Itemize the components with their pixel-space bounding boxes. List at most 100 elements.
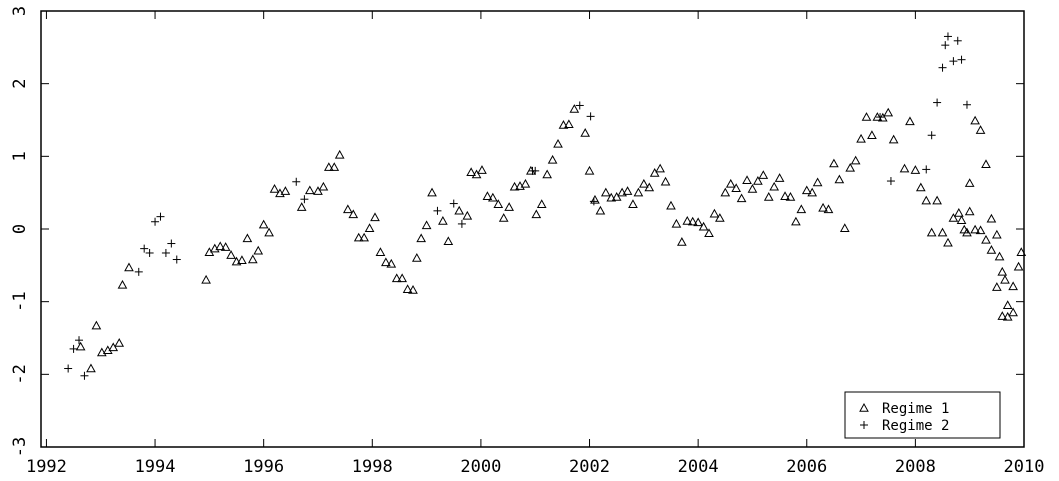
regime-2-point [145, 248, 154, 257]
regime-1-point [975, 225, 986, 235]
regime-1-point [867, 130, 877, 139]
regime-1-point [498, 213, 509, 222]
regime-2-point [64, 364, 73, 373]
x-tick-label: 2006 [786, 457, 827, 477]
series-1 [75, 104, 1027, 373]
regime-1-point [1000, 274, 1010, 284]
regime-1-point [569, 104, 580, 113]
regime-1-point [731, 183, 742, 193]
regime-1-point [391, 273, 402, 283]
regime-1-point [108, 342, 119, 352]
regime-2-point [943, 32, 952, 41]
regime-1-point [381, 257, 391, 267]
regime-1-point [600, 187, 611, 197]
x-tick-label: 2002 [569, 457, 610, 477]
regime-1-point [1013, 261, 1024, 271]
regime-1-point [226, 250, 236, 259]
x-tick-label: 2004 [678, 457, 719, 477]
x-tick-label: 1992 [26, 457, 67, 477]
regime-1-point [715, 213, 725, 222]
regime-2-point [933, 98, 942, 107]
regime-2-point [134, 267, 143, 276]
regime-1-point [693, 217, 703, 227]
regime-2-point [449, 199, 458, 208]
regime-1-point [769, 181, 780, 191]
regime-1-point [801, 185, 812, 195]
regime-1-point [547, 154, 558, 164]
regime-1-point [397, 273, 408, 283]
regime-2-point [140, 244, 149, 253]
regime-1-point [471, 169, 482, 179]
regime-2-point [941, 41, 950, 50]
regime-1-point [536, 199, 547, 208]
regime-1-point [611, 191, 622, 201]
regime-1-point [753, 176, 763, 185]
regime-1-point [443, 236, 454, 246]
regime-1-point [986, 213, 997, 223]
regime-1-point [421, 220, 432, 230]
regime-2-point [433, 206, 442, 215]
regime-2-point [586, 112, 595, 121]
y-tick-label: 3 [10, 6, 30, 16]
regime-1-point [427, 187, 437, 197]
regime-1-point [75, 341, 86, 351]
regime-1-point [558, 120, 569, 129]
regime-1-point [975, 125, 986, 134]
regime-2-point [876, 113, 885, 122]
regime-1-point [829, 158, 839, 168]
regime-1-point [791, 216, 801, 226]
regime-1-point [725, 178, 736, 188]
legend-box [844, 391, 1001, 439]
regime-1-point [742, 175, 752, 185]
regime-1-point [948, 213, 959, 222]
regime-1-point [1016, 247, 1027, 256]
regime-1-point [981, 159, 991, 169]
regime-1-point [671, 218, 682, 228]
regime-2-point [156, 212, 165, 221]
regime-1-point [720, 187, 731, 197]
regime-1-point [348, 209, 359, 219]
regime-1-point [758, 170, 769, 179]
regime-1-point [342, 204, 353, 214]
regime-2-point [69, 344, 78, 353]
regime-1-point [253, 245, 264, 255]
regime-1-point [1008, 307, 1018, 317]
regime-1-point [991, 282, 1002, 291]
regime-1-point [970, 224, 980, 234]
regime-1-point [943, 237, 953, 247]
legend-marker-2 [860, 421, 868, 429]
regime-1-point [280, 186, 291, 195]
regime-1-point [839, 223, 850, 232]
regime-1-point [956, 215, 967, 224]
y-tick-label: -2 [10, 364, 30, 384]
regime-1-point [796, 204, 807, 214]
regime-1-point [542, 169, 553, 179]
regime-1-point [997, 311, 1008, 320]
regime-1-point [905, 116, 915, 126]
regime-1-point [86, 363, 96, 373]
regime-1-point [258, 219, 269, 229]
regime-1-point [215, 241, 226, 251]
regime-1-point [649, 168, 660, 177]
regime-2-point [957, 55, 966, 64]
regime-2-point [938, 63, 947, 72]
regime-2-point [80, 371, 89, 380]
regime-2-point [300, 195, 309, 204]
regime-2-point [172, 255, 181, 264]
regime-1-point [910, 165, 921, 174]
regime-1-point [438, 215, 448, 225]
regime-1-point [353, 232, 364, 242]
regime-1-point [466, 167, 476, 177]
regime-1-point [462, 210, 473, 220]
regime-1-point [318, 181, 329, 191]
regime-1-point [666, 200, 676, 210]
regime-1-point [964, 178, 975, 187]
regime-1-point [997, 266, 1008, 276]
regime-2-point [292, 177, 301, 186]
regime-1-point [780, 191, 790, 200]
y-tick-label: 1 [10, 151, 30, 161]
regime-1-point [981, 234, 991, 244]
regime-1-point [564, 119, 574, 129]
regime-1-point [953, 207, 964, 217]
